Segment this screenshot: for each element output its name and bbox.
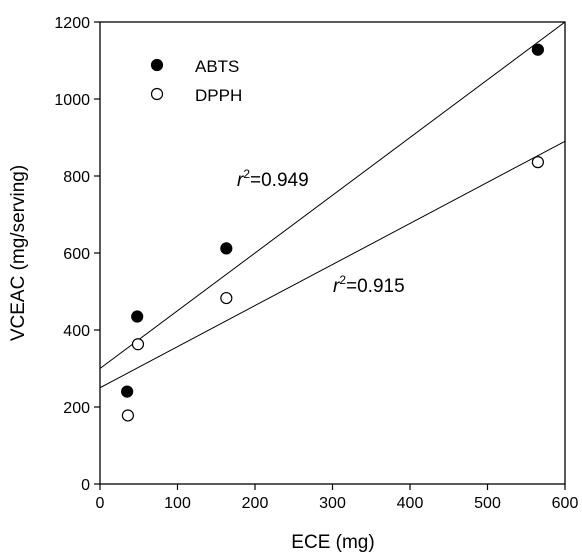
y-tick-label-6: 1200 [54, 15, 90, 32]
plot-area: 0 100 200 300 400 500 600 0 200 400 600 800 1000 1200… [54, 15, 578, 512]
dpph-point-1 [131, 338, 145, 351]
y-tick-label-1: 200 [63, 400, 90, 417]
x-tick-label-5: 500 [474, 495, 501, 512]
abts-point-1 [131, 310, 144, 323]
x-tick-label-0: 0 [96, 495, 105, 512]
legend-label-abts: ABTS [195, 57, 239, 76]
y-tick-label-4: 800 [63, 169, 90, 186]
plot-frame [99, 21, 566, 485]
x-tick-label-1: 100 [164, 495, 191, 512]
x-tick-label-6: 600 [552, 495, 579, 512]
legend-label-dpph: DPPH [195, 86, 242, 105]
legend-marker-dpph [150, 87, 164, 101]
legend-marker-abts [150, 58, 164, 72]
dpph-point-3 [531, 156, 544, 169]
abts-point-3 [531, 43, 544, 56]
y-tick-label-0: 0 [81, 477, 90, 494]
dpph-r2-annotation: r2=0.915 [333, 273, 405, 297]
x-tick-label-3: 300 [319, 495, 346, 512]
y-tick-label-5: 1000 [54, 92, 90, 109]
x-tick-label-2: 200 [242, 495, 269, 512]
x-axis-title: ECE (mg) [291, 532, 374, 553]
abts-point-0 [121, 385, 134, 398]
abts-fit-line [100, 22, 565, 369]
y-axis-title: VCEAC (mg/serving) [8, 165, 29, 341]
y-tick-label-3: 600 [63, 246, 90, 263]
abts-point-2 [220, 242, 233, 255]
y-tick-label-2: 400 [63, 323, 90, 340]
abts-r2-annotation: r2=0.949 [237, 167, 309, 191]
dpph-point-2 [220, 291, 233, 305]
x-tick-label-4: 400 [397, 495, 424, 512]
dpph-fit-line [100, 140, 565, 389]
dpph-point-0 [121, 409, 135, 422]
